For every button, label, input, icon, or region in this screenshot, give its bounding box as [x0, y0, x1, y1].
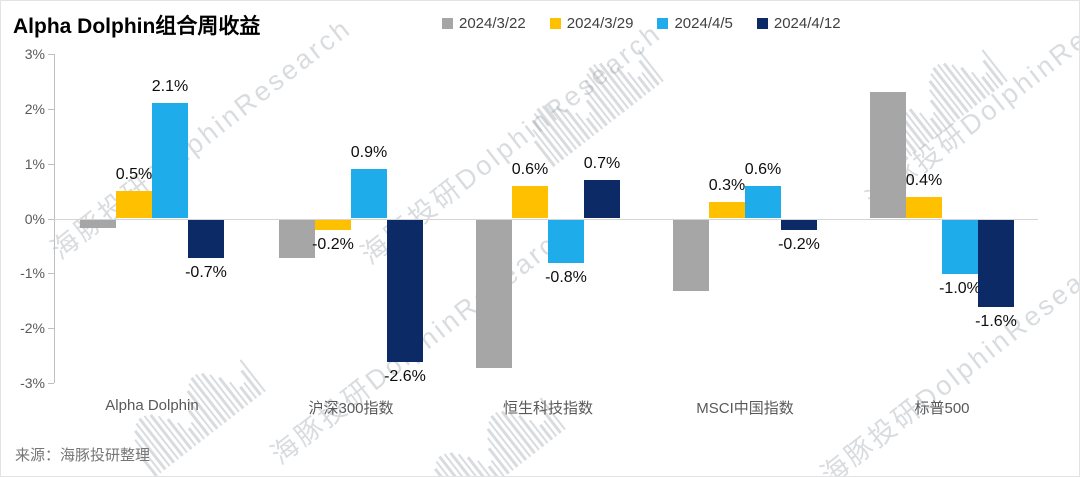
y-axis-label: -3% — [20, 374, 45, 391]
bar-value-label: -1.6% — [975, 313, 1017, 331]
bar — [906, 196, 942, 219]
y-axis-label: 1% — [24, 155, 45, 172]
y-axis-label: -2% — [20, 320, 45, 337]
y-axis-label: 0% — [24, 210, 45, 227]
category-label: 恒生科技指数 — [502, 400, 594, 417]
y-axis-label: 2% — [24, 100, 45, 117]
y-axis-label: -1% — [20, 265, 45, 282]
bar — [709, 202, 745, 219]
bar-value-label: 0.3% — [708, 177, 746, 195]
bar — [584, 180, 620, 219]
bar — [781, 219, 817, 231]
category-label: 沪深300指数 — [308, 400, 394, 417]
bar-value-label: 0.6% — [511, 160, 549, 178]
bar — [512, 185, 548, 219]
bar — [745, 185, 781, 219]
bar-value-label: 0.6% — [744, 160, 782, 178]
bar — [279, 219, 315, 258]
source-note: 来源：海豚投研整理 — [15, 447, 151, 464]
bar — [942, 219, 978, 275]
bar — [188, 219, 224, 258]
bar-value-label: -2.6% — [384, 368, 426, 386]
category-label: 标普500 — [914, 400, 970, 417]
bar-value-label: 2.1% — [151, 78, 189, 96]
y-axis-tick — [48, 54, 54, 55]
y-axis-tick — [48, 328, 54, 330]
bar-value-label: -0.7% — [185, 263, 227, 281]
bar — [673, 219, 709, 291]
y-axis-label: 3% — [24, 46, 45, 62]
bar — [351, 169, 387, 219]
y-axis-line — [54, 54, 55, 383]
bar — [978, 219, 1014, 308]
bar-value-label: 0.5% — [115, 166, 153, 184]
bar-value-label: 0.9% — [350, 144, 388, 162]
y-axis-tick — [48, 273, 54, 275]
category-label: Alpha Dolphin — [105, 397, 199, 414]
y-axis-tick — [48, 108, 54, 110]
y-axis-tick — [48, 382, 54, 384]
bar-value-label: -0.2% — [312, 236, 354, 254]
y-axis-tick — [48, 218, 54, 220]
bar-value-label: 0.7% — [583, 155, 621, 173]
bar — [870, 92, 906, 219]
bar — [548, 219, 584, 264]
bar — [315, 219, 351, 231]
bar-value-label: -1.0% — [939, 280, 981, 298]
bar-value-label: -0.2% — [778, 236, 820, 254]
bar — [116, 191, 152, 219]
zero-gridline — [54, 219, 1038, 220]
bar — [387, 219, 423, 363]
bar — [476, 219, 512, 368]
category-label: MSCI中国指数 — [696, 400, 794, 417]
bar-value-label: 0.4% — [905, 171, 943, 189]
bar — [80, 219, 116, 228]
bar-value-label: -0.8% — [545, 269, 587, 287]
bar — [152, 103, 188, 219]
y-axis-tick — [48, 163, 54, 165]
